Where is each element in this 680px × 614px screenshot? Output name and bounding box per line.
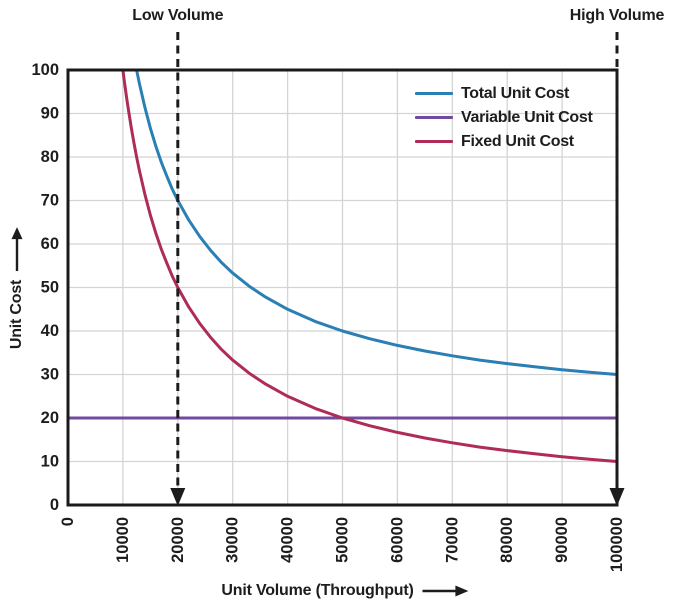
x-axis-title-text: Unit Volume (Throughput) (221, 582, 414, 599)
x-tick-label: 30000 (224, 517, 242, 563)
x-tick-label: 80000 (498, 517, 516, 563)
y-axis-title: Unit Cost (8, 226, 26, 350)
y-tick-label: 10 (41, 453, 59, 471)
series-line-total-unit-cost (135, 69, 618, 376)
x-tick-label: 90000 (553, 517, 571, 563)
x-tick-label: 100000 (608, 517, 626, 572)
x-tick-label: 60000 (388, 517, 406, 563)
annotation-arrowhead-icon (170, 488, 186, 506)
y-tick-label: 30 (41, 366, 59, 384)
x-tick-label: 20000 (169, 517, 187, 563)
legend-item-total-unit-cost: Total Unit Cost (415, 85, 593, 102)
annotation-arrowhead-icon (609, 488, 625, 506)
legend-label-total-unit-cost: Total Unit Cost (461, 84, 570, 102)
y-tick-label: 80 (41, 148, 59, 166)
y-tick-label: 50 (41, 279, 59, 297)
legend: Total Unit Cost Variable Unit Cost Fixed… (415, 85, 593, 150)
x-axis-title: Unit Volume (Throughput) (221, 582, 469, 600)
y-tick-label: 20 (41, 409, 59, 427)
legend-label-fixed-unit-cost: Fixed Unit Cost (461, 132, 574, 150)
series-line-fixed-unit-cost (121, 69, 618, 463)
legend-swatch-variable-unit-cost (415, 116, 453, 119)
legend-swatch-total-unit-cost (415, 92, 453, 95)
x-tick-label: 50000 (334, 517, 352, 563)
y-tick-label: 40 (41, 322, 59, 340)
x-tick-label: 40000 (279, 517, 297, 563)
x-tick-label: 70000 (443, 517, 461, 563)
y-axis-arrow-icon (11, 226, 23, 271)
y-tick-label: 0 (50, 496, 59, 514)
annotation-label-low-volume: Low Volume (132, 7, 224, 24)
y-axis-title-text: Unit Cost (8, 279, 25, 350)
x-tick-label: 10000 (114, 517, 132, 563)
plot-border (66, 68, 619, 507)
legend-swatch-fixed-unit-cost (415, 140, 453, 143)
y-tick-label: 60 (41, 235, 59, 253)
y-tick-label: 100 (31, 61, 59, 79)
legend-label-variable-unit-cost: Variable Unit Cost (461, 108, 593, 126)
y-tick-label: 70 (41, 192, 59, 210)
x-tick-label: 0 (59, 517, 77, 526)
y-tick-label: 90 (41, 105, 59, 123)
annotation-label-high-volume: High Volume (569, 7, 665, 24)
x-axis-arrow-icon (422, 585, 469, 597)
legend-item-fixed-unit-cost: Fixed Unit Cost (415, 133, 593, 150)
legend-item-variable-unit-cost: Variable Unit Cost (415, 109, 593, 126)
